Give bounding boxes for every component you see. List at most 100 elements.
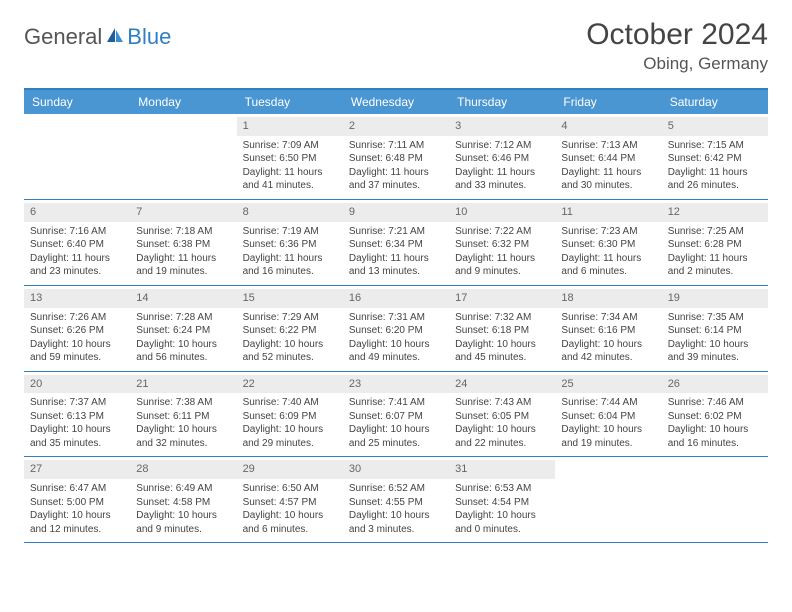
daylight-line: Daylight: 10 hours and 22 minutes. (455, 423, 549, 450)
week-row: 13Sunrise: 7:26 AMSunset: 6:26 PMDayligh… (24, 286, 768, 372)
day-number: 30 (343, 460, 449, 479)
daylight-line: Daylight: 10 hours and 16 minutes. (668, 423, 762, 450)
day-cell: 19Sunrise: 7:35 AMSunset: 6:14 PMDayligh… (662, 286, 768, 371)
weekday-header: Friday (555, 90, 661, 114)
day-cell: 21Sunrise: 7:38 AMSunset: 6:11 PMDayligh… (130, 372, 236, 457)
day-number: 7 (130, 203, 236, 222)
week-row: ..1Sunrise: 7:09 AMSunset: 6:50 PMDaylig… (24, 114, 768, 200)
week-row: 20Sunrise: 7:37 AMSunset: 6:13 PMDayligh… (24, 372, 768, 458)
sunrise-line: Sunrise: 7:28 AM (136, 311, 230, 325)
logo: General Blue (24, 24, 171, 50)
sunset-line: Sunset: 6:04 PM (561, 410, 655, 424)
day-cell: 22Sunrise: 7:40 AMSunset: 6:09 PMDayligh… (237, 372, 343, 457)
week-row: 27Sunrise: 6:47 AMSunset: 5:00 PMDayligh… (24, 457, 768, 543)
day-number: 31 (449, 460, 555, 479)
day-number: 11 (555, 203, 661, 222)
sunrise-line: Sunrise: 7:34 AM (561, 311, 655, 325)
day-number: 22 (237, 375, 343, 394)
daylight-line: Daylight: 10 hours and 0 minutes. (455, 509, 549, 536)
sunrise-line: Sunrise: 7:09 AM (243, 139, 337, 153)
daylight-line: Daylight: 11 hours and 2 minutes. (668, 252, 762, 279)
logo-sail-icon (105, 26, 125, 49)
sunrise-line: Sunrise: 7:35 AM (668, 311, 762, 325)
day-cell: 20Sunrise: 7:37 AMSunset: 6:13 PMDayligh… (24, 372, 130, 457)
day-number: 10 (449, 203, 555, 222)
weekday-header: Thursday (449, 90, 555, 114)
sunrise-line: Sunrise: 7:41 AM (349, 396, 443, 410)
daylight-line: Daylight: 10 hours and 12 minutes. (30, 509, 124, 536)
title-block: October 2024 Obing, Germany (586, 18, 768, 74)
sunset-line: Sunset: 6:11 PM (136, 410, 230, 424)
weekday-header: Saturday (662, 90, 768, 114)
day-number: 1 (237, 117, 343, 136)
day-cell: 10Sunrise: 7:22 AMSunset: 6:32 PMDayligh… (449, 200, 555, 285)
day-number: 5 (662, 117, 768, 136)
day-cell: 28Sunrise: 6:49 AMSunset: 4:58 PMDayligh… (130, 457, 236, 542)
sunrise-line: Sunrise: 7:37 AM (30, 396, 124, 410)
day-cell-empty: . (662, 457, 768, 542)
sunrise-line: Sunrise: 7:23 AM (561, 225, 655, 239)
sunset-line: Sunset: 5:00 PM (30, 496, 124, 510)
weekday-header: Sunday (24, 90, 130, 114)
day-cell: 31Sunrise: 6:53 AMSunset: 4:54 PMDayligh… (449, 457, 555, 542)
day-number: 9 (343, 203, 449, 222)
day-number: 26 (662, 375, 768, 394)
day-number: 23 (343, 375, 449, 394)
weekday-header: Tuesday (237, 90, 343, 114)
sunset-line: Sunset: 6:32 PM (455, 238, 549, 252)
day-cell: 11Sunrise: 7:23 AMSunset: 6:30 PMDayligh… (555, 200, 661, 285)
sunset-line: Sunset: 4:58 PM (136, 496, 230, 510)
weeks-container: ..1Sunrise: 7:09 AMSunset: 6:50 PMDaylig… (24, 114, 768, 543)
weekday-row: SundayMondayTuesdayWednesdayThursdayFrid… (24, 90, 768, 114)
daylight-line: Daylight: 10 hours and 29 minutes. (243, 423, 337, 450)
day-number: 29 (237, 460, 343, 479)
sunset-line: Sunset: 6:09 PM (243, 410, 337, 424)
sunset-line: Sunset: 6:42 PM (668, 152, 762, 166)
daylight-line: Daylight: 10 hours and 6 minutes. (243, 509, 337, 536)
day-cell: 4Sunrise: 7:13 AMSunset: 6:44 PMDaylight… (555, 114, 661, 199)
sunrise-line: Sunrise: 7:18 AM (136, 225, 230, 239)
sunrise-line: Sunrise: 7:16 AM (30, 225, 124, 239)
day-cell: 16Sunrise: 7:31 AMSunset: 6:20 PMDayligh… (343, 286, 449, 371)
daylight-line: Daylight: 10 hours and 42 minutes. (561, 338, 655, 365)
sunrise-line: Sunrise: 7:25 AM (668, 225, 762, 239)
weekday-header: Wednesday (343, 90, 449, 114)
day-cell: 8Sunrise: 7:19 AMSunset: 6:36 PMDaylight… (237, 200, 343, 285)
day-cell: 9Sunrise: 7:21 AMSunset: 6:34 PMDaylight… (343, 200, 449, 285)
day-cell: 25Sunrise: 7:44 AMSunset: 6:04 PMDayligh… (555, 372, 661, 457)
day-cell-empty: . (130, 114, 236, 199)
daylight-line: Daylight: 10 hours and 56 minutes. (136, 338, 230, 365)
day-cell: 24Sunrise: 7:43 AMSunset: 6:05 PMDayligh… (449, 372, 555, 457)
sunrise-line: Sunrise: 7:13 AM (561, 139, 655, 153)
day-number: 6 (24, 203, 130, 222)
day-number: 24 (449, 375, 555, 394)
daylight-line: Daylight: 10 hours and 59 minutes. (30, 338, 124, 365)
daylight-line: Daylight: 11 hours and 16 minutes. (243, 252, 337, 279)
day-cell: 15Sunrise: 7:29 AMSunset: 6:22 PMDayligh… (237, 286, 343, 371)
daylight-line: Daylight: 11 hours and 41 minutes. (243, 166, 337, 193)
daylight-line: Daylight: 11 hours and 26 minutes. (668, 166, 762, 193)
day-cell: 3Sunrise: 7:12 AMSunset: 6:46 PMDaylight… (449, 114, 555, 199)
sunset-line: Sunset: 6:30 PM (561, 238, 655, 252)
day-number: 15 (237, 289, 343, 308)
day-number: 28 (130, 460, 236, 479)
weekday-header: Monday (130, 90, 236, 114)
day-number: 25 (555, 375, 661, 394)
daylight-line: Daylight: 11 hours and 13 minutes. (349, 252, 443, 279)
sunrise-line: Sunrise: 6:50 AM (243, 482, 337, 496)
sunrise-line: Sunrise: 7:46 AM (668, 396, 762, 410)
daylight-line: Daylight: 11 hours and 19 minutes. (136, 252, 230, 279)
sunrise-line: Sunrise: 6:49 AM (136, 482, 230, 496)
calendar: SundayMondayTuesdayWednesdayThursdayFrid… (24, 88, 768, 543)
daylight-line: Daylight: 11 hours and 9 minutes. (455, 252, 549, 279)
sunrise-line: Sunrise: 7:29 AM (243, 311, 337, 325)
day-cell: 7Sunrise: 7:18 AMSunset: 6:38 PMDaylight… (130, 200, 236, 285)
day-number: 17 (449, 289, 555, 308)
day-cell: 1Sunrise: 7:09 AMSunset: 6:50 PMDaylight… (237, 114, 343, 199)
sunset-line: Sunset: 6:24 PM (136, 324, 230, 338)
day-cell: 13Sunrise: 7:26 AMSunset: 6:26 PMDayligh… (24, 286, 130, 371)
day-number: 12 (662, 203, 768, 222)
day-cell: 14Sunrise: 7:28 AMSunset: 6:24 PMDayligh… (130, 286, 236, 371)
sunrise-line: Sunrise: 6:53 AM (455, 482, 549, 496)
day-cell: 17Sunrise: 7:32 AMSunset: 6:18 PMDayligh… (449, 286, 555, 371)
